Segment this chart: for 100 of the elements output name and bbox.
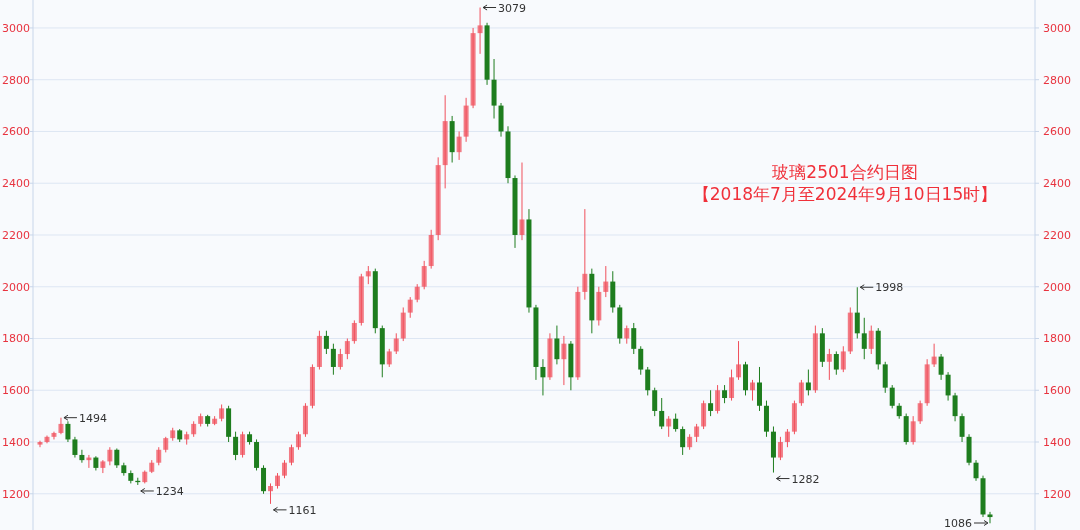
candlestick <box>582 208 588 301</box>
y-tick-label: 1800 <box>2 332 30 346</box>
y2-tick-label: 1200 <box>1043 487 1071 501</box>
candlestick <box>37 440 43 448</box>
candlestick <box>414 283 420 303</box>
candlestick <box>240 431 246 459</box>
candlestick <box>784 428 790 448</box>
candlestick <box>694 423 700 443</box>
candlestick <box>107 446 113 466</box>
y-tick-label: 2600 <box>2 125 30 139</box>
candlestick <box>540 358 546 396</box>
candlestick <box>407 296 413 319</box>
y2-tick-label: 2800 <box>1043 73 1071 87</box>
candlestick <box>777 436 783 461</box>
candlestick <box>421 260 427 290</box>
candlestick <box>519 162 525 241</box>
y-tick-label: 2000 <box>2 280 30 294</box>
candlestick <box>931 343 937 368</box>
candlestick <box>344 338 350 360</box>
candlestick <box>826 348 832 381</box>
candlestick <box>295 431 301 451</box>
candlestick <box>337 348 343 371</box>
candlestick <box>114 447 120 469</box>
y-tick-label: 1400 <box>2 436 30 450</box>
candlestick <box>79 449 85 464</box>
y-tick-label: 1600 <box>2 384 30 398</box>
candlestick <box>840 345 846 373</box>
candlestick <box>945 371 951 402</box>
candlestick <box>959 413 965 443</box>
candlestick <box>100 459 106 474</box>
candlestick <box>156 446 162 466</box>
y2-tick-label: 2200 <box>1043 228 1071 242</box>
candlestick <box>987 511 993 524</box>
annotation: 1234 <box>155 484 184 498</box>
candlestick <box>736 340 742 381</box>
candlestick <box>805 369 811 396</box>
candlestick <box>281 459 287 479</box>
candlestick <box>603 265 609 298</box>
candlestick <box>330 343 336 376</box>
candlestick <box>323 330 329 355</box>
candlestick <box>833 350 839 376</box>
candlestick <box>351 319 357 345</box>
candlestick <box>288 444 294 466</box>
candlestick <box>65 420 71 443</box>
candlestick <box>750 379 755 402</box>
annotation: 1494 <box>78 411 107 425</box>
annotation: 3079 <box>498 1 527 15</box>
candlestick <box>952 392 958 422</box>
candlestick <box>861 317 867 360</box>
candlestick <box>652 387 658 417</box>
y2-tick-label: 1800 <box>1043 332 1071 346</box>
candlestick <box>561 335 567 386</box>
candlestick <box>477 7 483 55</box>
candlestick <box>756 366 762 412</box>
candlestick <box>798 379 804 407</box>
annotation: 1998 <box>875 281 904 295</box>
candlestick <box>882 361 888 394</box>
candlestick <box>708 389 714 417</box>
candlestick <box>386 348 392 368</box>
candlestick <box>456 130 462 161</box>
annotation: 1161 <box>288 503 317 517</box>
candlestick <box>854 286 860 339</box>
candlestick <box>393 332 399 355</box>
y-tick-label: 2400 <box>2 177 30 191</box>
y2-tick-label: 2600 <box>1043 125 1071 139</box>
candlestick <box>645 366 651 396</box>
y-tick-label: 2800 <box>2 73 30 87</box>
candlestick <box>868 325 874 355</box>
y2-tick-label: 2400 <box>1043 177 1071 191</box>
candlestick <box>673 413 679 433</box>
candlestick <box>631 322 637 355</box>
candlestick <box>666 415 672 438</box>
candlestick <box>554 325 560 365</box>
candlestick <box>715 384 721 415</box>
candlestick <box>938 353 944 381</box>
text: 玻璃2501合约日图 <box>772 162 918 182</box>
candlestick <box>701 400 707 430</box>
candlestick <box>910 415 916 446</box>
candlestick <box>638 345 644 376</box>
y2-tick-label: 1600 <box>1043 384 1071 398</box>
y2-tick-label: 3000 <box>1043 21 1071 35</box>
y-tick-label: 3000 <box>2 21 30 35</box>
candlestick <box>261 464 267 495</box>
y2-tick-label: 1400 <box>1043 436 1071 450</box>
candlestick <box>659 397 665 430</box>
candlestick <box>624 325 630 345</box>
candlestick <box>729 369 735 402</box>
annotation: 1282 <box>791 472 820 486</box>
candlestick <box>917 400 923 425</box>
text: 【2018年7月至2024年9月10日15时】 <box>692 184 998 204</box>
y2-tick-label: 2000 <box>1043 280 1071 294</box>
candlestick <box>680 425 686 456</box>
candlestick <box>889 384 895 409</box>
candlestick <box>973 459 979 482</box>
candlestick <box>233 431 239 461</box>
candlestick <box>268 482 274 505</box>
y-tick-label: 1200 <box>2 487 30 501</box>
candlestick <box>365 265 371 285</box>
candlestick <box>72 436 78 459</box>
candlestick <box>722 384 728 404</box>
